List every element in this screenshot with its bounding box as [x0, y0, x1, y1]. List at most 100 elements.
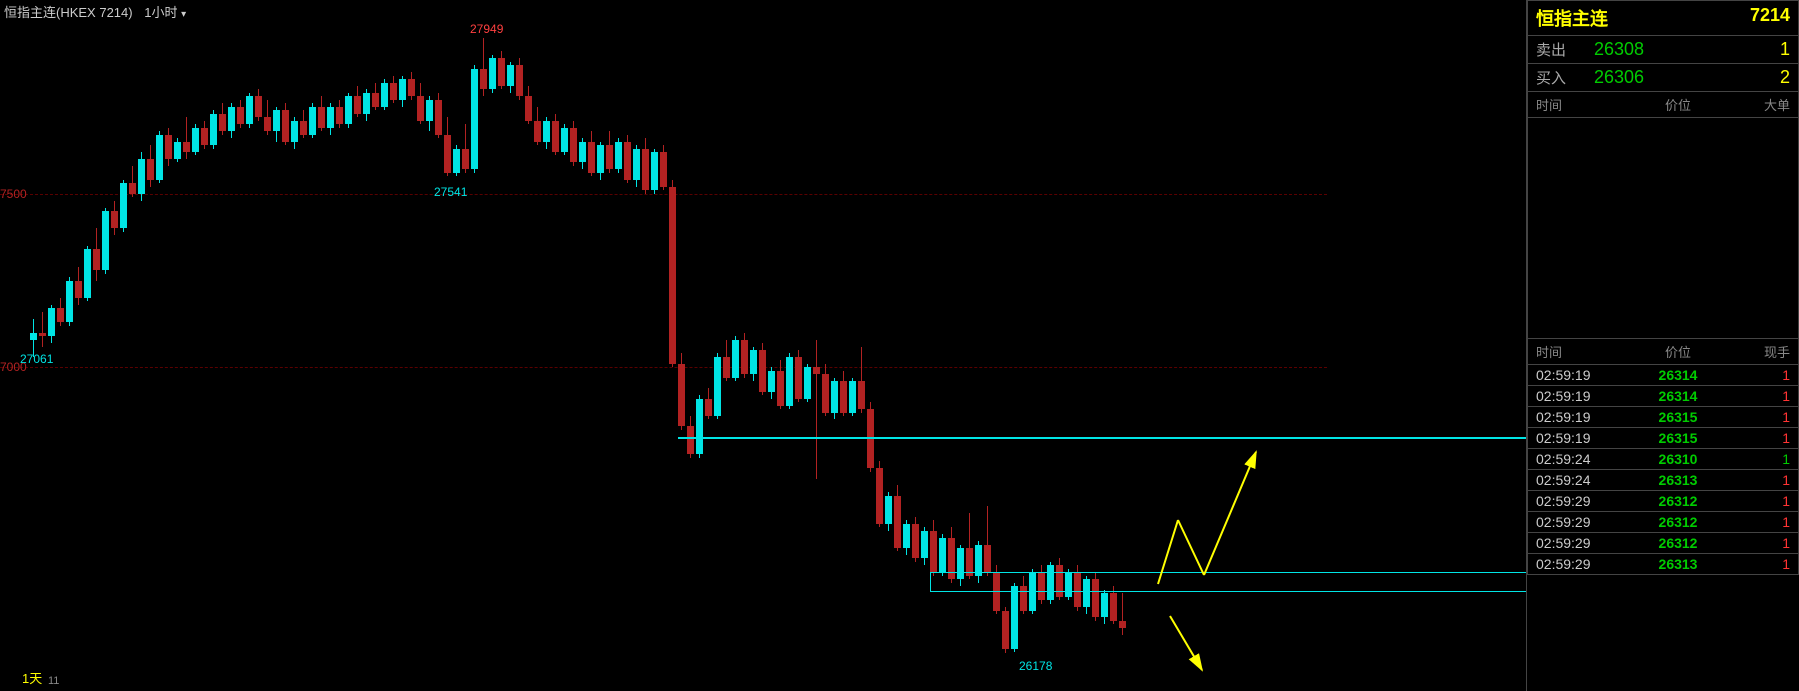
candle — [804, 20, 809, 680]
buy-price: 26306 — [1594, 67, 1760, 88]
candle — [552, 20, 557, 680]
candle — [57, 20, 62, 680]
candle — [381, 20, 386, 680]
candle — [129, 20, 134, 680]
candle — [687, 20, 692, 680]
candle — [858, 20, 863, 680]
tick-row: 02:59:29263121 — [1527, 533, 1799, 554]
tick-time: 02:59:24 — [1536, 472, 1616, 488]
tick-time: 02:59:29 — [1536, 514, 1616, 530]
candle — [606, 20, 611, 680]
tick-price: 26310 — [1616, 451, 1740, 467]
candle — [840, 20, 845, 680]
candle — [147, 20, 152, 680]
candle — [822, 20, 827, 680]
candle — [444, 20, 449, 680]
candle — [48, 20, 53, 680]
sell-row[interactable]: 卖出 26308 1 — [1527, 36, 1799, 64]
candle — [354, 20, 359, 680]
candle — [624, 20, 629, 680]
candle — [120, 20, 125, 680]
tick-price: 26313 — [1616, 556, 1740, 572]
candle — [516, 20, 521, 680]
candle — [102, 20, 107, 680]
tick-price: 26312 — [1616, 535, 1740, 551]
buy-qty: 2 — [1760, 67, 1790, 88]
candle — [894, 20, 899, 680]
candle — [138, 20, 143, 680]
candle — [390, 20, 395, 680]
tick-row: 02:59:29263121 — [1527, 491, 1799, 512]
tick-time: 02:59:29 — [1536, 556, 1616, 572]
large-order-header: 时间 价位 大单 — [1527, 92, 1799, 118]
candle — [210, 20, 215, 680]
tick-row: 02:59:24263131 — [1527, 470, 1799, 491]
timeframe-dropdown[interactable]: 1小时 ▾ — [144, 2, 186, 21]
tick-time: 02:59:29 — [1536, 493, 1616, 509]
candle — [426, 20, 431, 680]
tick-header: 时间 价位 现手 — [1527, 338, 1799, 365]
candle — [876, 20, 881, 680]
instrument-header: 恒指主连 7214 — [1527, 0, 1799, 36]
tick-price: 26312 — [1616, 514, 1740, 530]
candle — [723, 20, 728, 680]
candle — [678, 20, 683, 680]
tick-price: 26314 — [1616, 388, 1740, 404]
candle — [525, 20, 530, 680]
candle — [471, 20, 476, 680]
candle — [759, 20, 764, 680]
chart-area[interactable]: 恒指主连(HKEX 7214) 1小时 ▾ 7500 7000 1天 11 27… — [0, 0, 1327, 691]
large-order-empty — [1527, 118, 1799, 338]
tick-time: 02:59:19 — [1536, 367, 1616, 383]
candle — [660, 20, 665, 680]
candle — [30, 20, 35, 680]
tick-volume: 1 — [1740, 430, 1790, 446]
price-label: 27061 — [20, 352, 53, 366]
candle — [192, 20, 197, 680]
candle — [372, 20, 377, 680]
support-zone-box[interactable] — [930, 572, 1529, 591]
buy-label: 买入 — [1536, 67, 1580, 88]
candle — [633, 20, 638, 680]
candle — [183, 20, 188, 680]
candle — [921, 20, 926, 680]
candle — [300, 20, 305, 680]
tick-list: 02:59:1926314102:59:1926314102:59:192631… — [1527, 365, 1799, 575]
candle — [201, 20, 206, 680]
candle — [561, 20, 566, 680]
candle — [867, 20, 872, 680]
candle — [615, 20, 620, 680]
candle — [84, 20, 89, 680]
candle — [507, 20, 512, 680]
price-label: 27541 — [434, 185, 467, 199]
tick-volume: 1 — [1740, 514, 1790, 530]
tick-row: 02:59:29263131 — [1527, 554, 1799, 575]
tick-volume: 1 — [1740, 472, 1790, 488]
candle — [435, 20, 440, 680]
tick-volume: 1 — [1740, 535, 1790, 551]
tick-row: 02:59:19263141 — [1527, 365, 1799, 386]
candle — [273, 20, 278, 680]
tick-price: 26315 — [1616, 409, 1740, 425]
candle — [363, 20, 368, 680]
baseline-date: 11 — [48, 675, 59, 687]
candle — [534, 20, 539, 680]
resistance-line[interactable] — [678, 437, 1527, 439]
price-label: 27949 — [470, 22, 503, 36]
candle — [282, 20, 287, 680]
candle — [813, 20, 818, 680]
tick-volume: 1 — [1740, 367, 1790, 383]
buy-row[interactable]: 买入 26306 2 — [1527, 64, 1799, 92]
tick-price: 26312 — [1616, 493, 1740, 509]
candle — [642, 20, 647, 680]
candle — [651, 20, 656, 680]
candle — [237, 20, 242, 680]
candle — [885, 20, 890, 680]
sell-qty: 1 — [1760, 39, 1790, 60]
tick-volume: 1 — [1740, 451, 1790, 467]
candle — [912, 20, 917, 680]
sell-label: 卖出 — [1536, 39, 1580, 60]
candle — [228, 20, 233, 680]
candle — [786, 20, 791, 680]
tick-price: 26315 — [1616, 430, 1740, 446]
